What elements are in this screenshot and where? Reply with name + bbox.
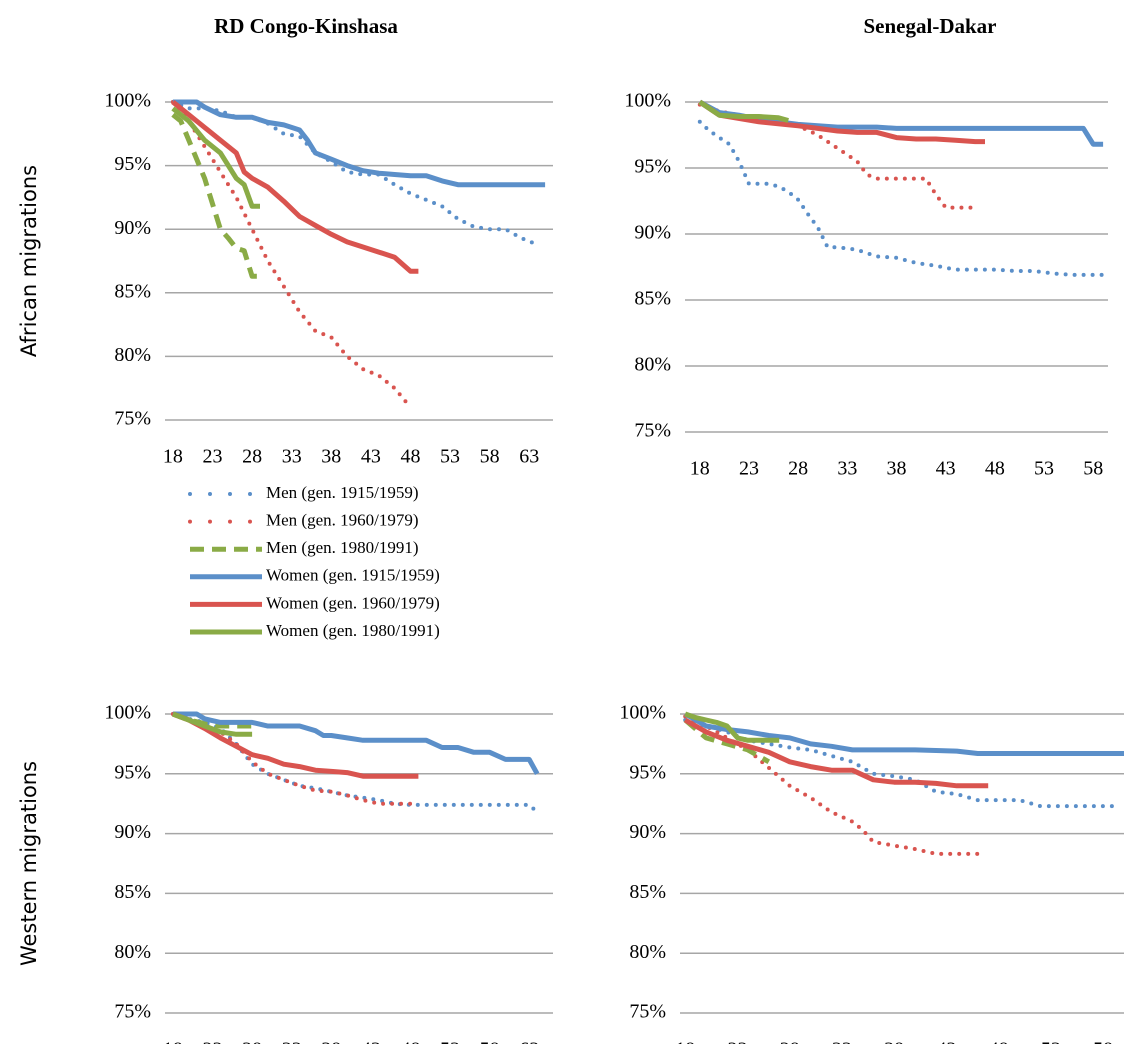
data-line	[170, 100, 413, 410]
y-tick-label: 80%	[114, 344, 151, 366]
x-tick-label: 48	[400, 446, 420, 468]
x-tick-label: 38	[321, 446, 341, 468]
x-tick-label: 43	[936, 458, 956, 480]
x-tick-label: 23	[739, 458, 759, 480]
legend-label: Women (gen. 1980/1991)	[266, 621, 440, 640]
legend-label: Men (gen. 1960/1979)	[266, 511, 419, 530]
data-line	[683, 718, 771, 764]
y-tick-label: 100%	[104, 90, 151, 112]
x-tick-label: 38	[884, 1039, 904, 1044]
x-tick-label: 23	[203, 446, 223, 468]
x-tick-label: 58	[1093, 1039, 1113, 1044]
y-tick-label: 85%	[114, 280, 151, 302]
legend-label: Men (gen. 1915/1959)	[266, 483, 419, 502]
y-tick-label: 95%	[629, 761, 666, 783]
x-tick-label: 58	[480, 446, 500, 468]
y-tick-label: 90%	[629, 821, 666, 843]
y-tick-label: 95%	[114, 153, 151, 175]
data-line	[684, 711, 780, 743]
chart-title: Senegal-Dakar	[864, 14, 997, 38]
x-tick-label: 18	[163, 1039, 183, 1044]
legend-label: Women (gen. 1915/1959)	[266, 566, 440, 585]
data-line	[698, 99, 985, 145]
x-tick-label: 23	[727, 1039, 747, 1044]
data-line	[683, 717, 989, 789]
y-tick-label: 75%	[629, 1001, 666, 1023]
y-tick-label: 90%	[114, 821, 151, 843]
x-tick-label: 43	[361, 446, 381, 468]
y-tick-label: 100%	[619, 702, 666, 724]
y-tick-label: 75%	[634, 420, 671, 442]
x-tick-label: 53	[440, 446, 460, 468]
legend-label: Men (gen. 1980/1991)	[266, 538, 419, 557]
x-tick-label: 43	[936, 1039, 956, 1044]
y-axis-label: African migrations	[17, 165, 41, 357]
y-tick-label: 95%	[114, 761, 151, 783]
y-tick-label: 75%	[114, 408, 151, 430]
data-line	[171, 106, 260, 209]
data-line	[698, 99, 789, 123]
y-tick-label: 90%	[114, 217, 151, 239]
x-tick-label: 18	[690, 458, 710, 480]
x-tick-label: 43	[361, 1039, 381, 1044]
y-tick-label: 85%	[114, 881, 151, 903]
x-tick-label: 23	[203, 1039, 223, 1044]
x-tick-label: 18	[675, 1039, 695, 1044]
x-tick-label: 18	[163, 446, 183, 468]
chart-title: RD Congo-Kinshasa	[214, 14, 398, 38]
y-tick-label: 95%	[634, 156, 671, 178]
data-line	[172, 711, 540, 776]
y-axis-label: Western migrations	[17, 761, 41, 966]
x-tick-label: 33	[282, 1039, 302, 1044]
legend-label: Women (gen. 1960/1979)	[266, 593, 440, 612]
x-tick-label: 48	[989, 1039, 1009, 1044]
x-tick-label: 53	[1041, 1039, 1061, 1044]
data-line	[172, 99, 546, 188]
x-tick-label: 48	[985, 458, 1005, 480]
y-tick-label: 80%	[634, 354, 671, 376]
data-line	[172, 711, 253, 737]
y-tick-label: 90%	[634, 222, 671, 244]
x-tick-label: 28	[242, 1039, 262, 1044]
x-tick-label: 53	[440, 1039, 460, 1044]
data-line	[683, 714, 980, 856]
x-tick-label: 28	[780, 1039, 800, 1044]
data-line	[172, 711, 419, 779]
data-line	[683, 718, 1116, 809]
x-tick-label: 63	[519, 1039, 539, 1044]
data-line	[170, 100, 540, 247]
x-tick-label: 58	[480, 1039, 500, 1044]
data-line	[171, 100, 419, 274]
x-tick-label: 28	[788, 458, 808, 480]
x-tick-label: 63	[519, 446, 539, 468]
x-tick-label: 28	[242, 446, 262, 468]
y-tick-label: 85%	[634, 288, 671, 310]
y-tick-label: 100%	[624, 90, 671, 112]
x-tick-label: 48	[400, 1039, 420, 1044]
x-tick-label: 53	[1034, 458, 1054, 480]
x-tick-label: 33	[837, 458, 857, 480]
y-tick-label: 80%	[629, 941, 666, 963]
y-tick-label: 100%	[104, 702, 151, 724]
x-tick-label: 33	[832, 1039, 852, 1044]
data-line	[172, 711, 253, 729]
data-line	[171, 112, 260, 279]
x-tick-label: 33	[282, 446, 302, 468]
x-tick-label: 58	[1083, 458, 1103, 480]
x-tick-label: 38	[321, 1039, 341, 1044]
y-tick-label: 75%	[114, 1001, 151, 1023]
x-tick-label: 38	[887, 458, 907, 480]
y-tick-label: 80%	[114, 941, 151, 963]
data-line	[697, 119, 1106, 277]
y-tick-label: 85%	[629, 881, 666, 903]
data-line	[170, 712, 540, 815]
